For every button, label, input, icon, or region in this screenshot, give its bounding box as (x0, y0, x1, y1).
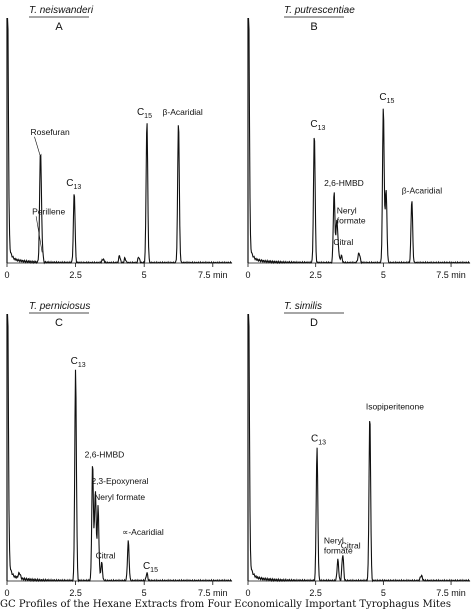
panel-a: 0 2.5 5 7.5 min T. neiswanderi A Rosefuran Peri… (4, 5, 233, 280)
x-tick-label: 2.5 (309, 270, 322, 280)
peak-label-c13: C13 (310, 119, 325, 132)
peak-label-rosefuran: Rosefuran (30, 127, 69, 137)
peak-label-isopiperitenone: Isopiperitenone (366, 401, 424, 411)
x-tick-label: 5 (142, 270, 147, 280)
x-tick-label: 5 (142, 588, 147, 598)
panel-title: T. similis (284, 301, 322, 312)
panel-title: T. neiswanderi (29, 5, 94, 16)
x-tick-label: 5 (381, 270, 386, 280)
peak-label-2-3-epoxyneral: 2,3-Epoxyneral (91, 476, 148, 486)
peak-label-c15: C15 (143, 561, 158, 574)
panel-c: 0 2.5 5 7.5 min T. perniciosus C C13 2,6-HMBD 2,… (4, 301, 233, 598)
figure-caption: GC Profiles of the Hexane Extracts from … (0, 599, 451, 610)
peak-label-citral: Citral (333, 237, 353, 247)
peak-label-c13: C13 (71, 356, 86, 369)
peak-label-2-6-hmbd: 2,6-HMBD (324, 178, 364, 188)
peak-label-perillene: Perillene (32, 206, 65, 216)
panel-b: 0 2.5 5 7.5 min T. putrescentiae B C13 2,6-HMBD… (245, 5, 471, 280)
x-tick-label: 5 (381, 588, 386, 598)
x-tick-label: 2.5 (309, 588, 322, 598)
peak-label-c13: C13 (311, 434, 326, 447)
peak-label-neryl-formate: Neryl formate (324, 536, 353, 556)
x-tick-label: 0 (4, 270, 9, 280)
x-tick-label: 7.5 min (198, 270, 228, 280)
panel-title: T. perniciosus (29, 301, 90, 312)
panel-letter: B (310, 21, 317, 33)
peak-leader-line (34, 136, 41, 157)
chromatogram-trace (247, 17, 471, 265)
peak-label-acaridial: β-Acaridial (402, 185, 442, 195)
panel-letter: A (55, 21, 63, 33)
peak-label-c15: C15 (137, 107, 152, 120)
peak-label-citral: Citral (96, 550, 116, 560)
peak-label-acaridial: β-Acaridial (162, 107, 202, 117)
peak-label-c15: C15 (379, 92, 394, 105)
peak-label-c13: C13 (66, 178, 81, 191)
x-tick-label: 2.5 (69, 588, 82, 598)
peak-label-acaridial: ∝-Acaridial (122, 527, 164, 537)
x-tick-label: 2.5 (69, 270, 82, 280)
x-tick-label: 0 (245, 270, 250, 280)
peak-label-citral: Citral (341, 540, 361, 550)
peak-label-neryl-formate: Neryl formate (337, 205, 366, 225)
x-tick-label: 7.5 min (436, 588, 466, 598)
x-tick-label: 7.5 min (198, 588, 228, 598)
panel-letter: C (55, 317, 63, 329)
x-tick-label: 7.5 min (436, 270, 466, 280)
panel-title: T. putrescentiae (284, 5, 355, 16)
panel-d: 0 2.5 5 7.5 min T. similis D C13 Neryl formateCi… (245, 301, 471, 598)
peak-label-neryl-formate: Neryl formate (94, 492, 145, 502)
chromatogram-trace (6, 313, 233, 583)
x-tick-label: 0 (4, 588, 9, 598)
panel-letter: D (310, 317, 318, 329)
chromatogram-trace (6, 17, 233, 265)
peak-label-2-6-hmbd: 2,6-HMBD (85, 450, 125, 460)
peak-leader-line (35, 216, 43, 253)
x-tick-label: 0 (245, 588, 250, 598)
